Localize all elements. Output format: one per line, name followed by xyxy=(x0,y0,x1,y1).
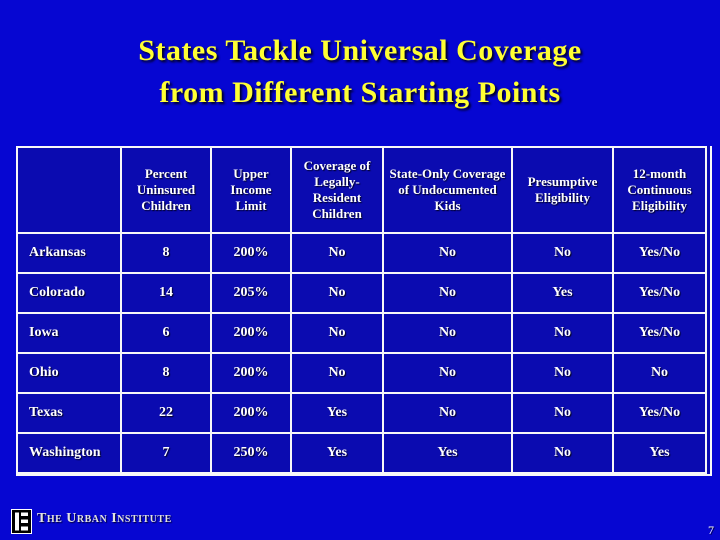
cell-value: No xyxy=(612,352,707,394)
column-header-presumptive: Presumptive Eligibility xyxy=(511,146,614,234)
state-name: Arkansas xyxy=(16,232,122,274)
cell-value: Yes xyxy=(511,272,614,314)
coverage-table-frame: Percent Uninsured Children Upper Income … xyxy=(16,146,712,476)
cell-value: 200% xyxy=(210,312,292,354)
table-row-arkansas: Arkansas 8 200% No No No Yes/No xyxy=(16,232,707,274)
cell-value: No xyxy=(382,312,513,354)
table-row-ohio: Ohio 8 200% No No No No xyxy=(16,352,707,394)
cell-value: No xyxy=(382,272,513,314)
cell-value: Yes xyxy=(290,392,384,434)
slide-title-line-2: from Different Starting Points xyxy=(159,76,561,109)
table-row-iowa: Iowa 6 200% No No No Yes/No xyxy=(16,312,707,354)
cell-value: No xyxy=(290,352,384,394)
cell-value: Yes/No xyxy=(612,232,707,274)
cell-value: 200% xyxy=(210,392,292,434)
column-header-state-only: State-Only Coverage of Undocumented Kids xyxy=(382,146,513,234)
cell-value: No xyxy=(511,312,614,354)
column-header-12-month: 12-month Continuous Eligibility xyxy=(612,146,707,234)
column-header-upper-income: Upper Income Limit xyxy=(210,146,292,234)
cell-value: 8 xyxy=(120,352,212,394)
cell-value: Yes/No xyxy=(612,272,707,314)
slide-title: States Tackle Universal Coverage from Di… xyxy=(0,30,720,114)
cell-value: No xyxy=(382,232,513,274)
cell-value: No xyxy=(511,392,614,434)
cell-value: Yes xyxy=(612,432,707,474)
cell-value: No xyxy=(290,312,384,354)
state-name: Ohio xyxy=(16,352,122,394)
cell-value: Yes/No xyxy=(612,312,707,354)
coverage-table: Percent Uninsured Children Upper Income … xyxy=(16,146,707,474)
cell-value: 250% xyxy=(210,432,292,474)
cell-value: 200% xyxy=(210,352,292,394)
cell-value: 14 xyxy=(120,272,212,314)
state-name: Colorado xyxy=(16,272,122,314)
cell-value: 205% xyxy=(210,272,292,314)
table-row-washington: Washington 7 250% Yes Yes No Yes xyxy=(16,432,707,474)
table-body: Arkansas 8 200% No No No Yes/No Colorado… xyxy=(16,232,707,474)
column-header-legally-resident: Coverage of Legally-Resident Children xyxy=(290,146,384,234)
cell-value: No xyxy=(382,352,513,394)
cell-value: No xyxy=(290,272,384,314)
footer-organization-name: The Urban Institute xyxy=(37,511,172,526)
state-name: Washington xyxy=(16,432,122,474)
cell-value: 200% xyxy=(210,232,292,274)
urban-institute-logo-icon xyxy=(11,509,32,534)
cell-value: No xyxy=(290,232,384,274)
cell-value: Yes xyxy=(382,432,513,474)
table-header: Percent Uninsured Children Upper Income … xyxy=(16,146,707,234)
cell-value: 6 xyxy=(120,312,212,354)
table-row-colorado: Colorado 14 205% No No Yes Yes/No xyxy=(16,272,707,314)
state-name: Texas xyxy=(16,392,122,434)
cell-value: No xyxy=(382,392,513,434)
table-row-texas: Texas 22 200% Yes No No Yes/No xyxy=(16,392,707,434)
cell-value: No xyxy=(511,432,614,474)
cell-value: Yes xyxy=(290,432,384,474)
column-header-percent-uninsured: Percent Uninsured Children xyxy=(120,146,212,234)
cell-value: No xyxy=(511,232,614,274)
cell-value: Yes/No xyxy=(612,392,707,434)
cell-value: No xyxy=(511,352,614,394)
column-header-state xyxy=(16,146,122,234)
cell-value: 7 xyxy=(120,432,212,474)
table-header-row: Percent Uninsured Children Upper Income … xyxy=(16,146,707,234)
page-number: 7 xyxy=(708,523,714,537)
cell-value: 22 xyxy=(120,392,212,434)
state-name: Iowa xyxy=(16,312,122,354)
cell-value: 8 xyxy=(120,232,212,274)
slide-title-line-1: States Tackle Universal Coverage xyxy=(138,34,582,67)
